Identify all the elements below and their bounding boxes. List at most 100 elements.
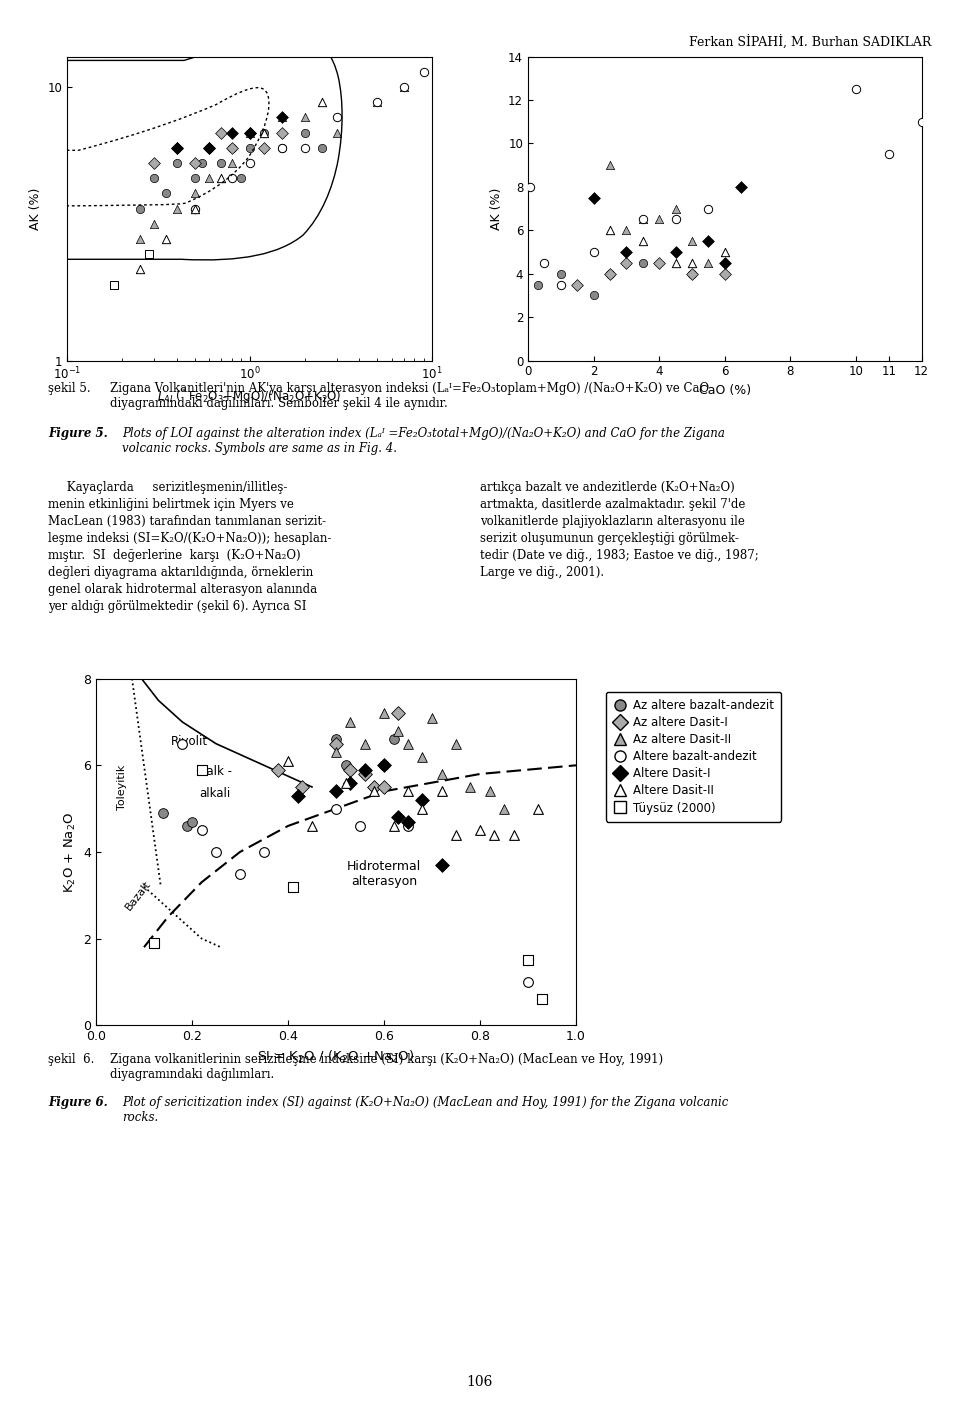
- Point: [194, 819, 209, 841]
- Point: [530, 797, 545, 820]
- Point: [242, 151, 257, 174]
- Point: [208, 840, 224, 863]
- Point: [225, 151, 240, 174]
- Point: [214, 122, 229, 144]
- Text: alkali: alkali: [200, 788, 230, 800]
- Point: [225, 136, 240, 158]
- Point: [400, 810, 416, 833]
- Point: [396, 75, 412, 98]
- Point: [636, 252, 651, 274]
- Point: [328, 728, 344, 751]
- Point: [569, 273, 585, 296]
- Point: [214, 167, 229, 189]
- Point: [187, 197, 203, 219]
- Point: [184, 810, 200, 833]
- Point: [717, 240, 732, 263]
- Point: [668, 252, 684, 274]
- Point: [472, 819, 488, 841]
- Point: [386, 814, 401, 837]
- Point: [175, 732, 190, 755]
- Point: [290, 785, 305, 807]
- Point: [717, 252, 732, 274]
- Point: [487, 823, 502, 846]
- Point: [415, 789, 430, 812]
- Point: [535, 988, 550, 1011]
- Point: [448, 732, 464, 755]
- Point: [158, 182, 174, 205]
- Point: [415, 745, 430, 768]
- Point: [370, 90, 385, 113]
- Point: [315, 90, 330, 113]
- Point: [376, 754, 392, 776]
- Text: Zigana volkanitlerinin serizitleşme indeksine (SI) karşı (K₂O+Na₂O) (MacLean ve : Zigana volkanitlerinin serizitleşme inde…: [110, 1053, 663, 1082]
- Point: [232, 863, 248, 885]
- Point: [586, 187, 601, 209]
- Point: [343, 758, 358, 781]
- Y-axis label: AK (%): AK (%): [490, 188, 503, 229]
- Text: Kayaçlarda     serizitleşmenin/illitleş-
menin etkinliğini belirtmek için Myers : Kayaçlarda serizitleşmenin/illitleş- men…: [48, 481, 331, 612]
- Point: [158, 228, 174, 250]
- Point: [285, 875, 300, 898]
- Point: [194, 758, 209, 781]
- Point: [187, 151, 203, 174]
- Point: [202, 136, 217, 158]
- Point: [202, 167, 217, 189]
- Point: [701, 230, 716, 253]
- X-axis label: CaO (%): CaO (%): [699, 385, 751, 397]
- Point: [618, 252, 634, 274]
- Point: [506, 823, 521, 846]
- Point: [367, 781, 382, 803]
- Point: [328, 732, 344, 755]
- Point: [280, 749, 296, 772]
- Text: Ferkan SİPAHİ, M. Burhan SADIKLAR: Ferkan SİPAHİ, M. Burhan SADIKLAR: [689, 35, 931, 49]
- Point: [328, 781, 344, 803]
- Point: [520, 970, 536, 993]
- Point: [530, 273, 545, 296]
- Point: [376, 776, 392, 799]
- Point: [553, 263, 568, 286]
- Point: [169, 197, 184, 219]
- Point: [391, 703, 406, 724]
- Point: [169, 151, 184, 174]
- Point: [602, 263, 617, 286]
- Point: [297, 106, 312, 129]
- Point: [274, 136, 289, 158]
- Point: [233, 167, 249, 189]
- Point: [376, 754, 392, 776]
- Text: Plot of sericitization index (SI) against (K₂O+Na₂O) (MacLean and Hoy, 1991) for: Plot of sericitization index (SI) agains…: [122, 1096, 729, 1124]
- Point: [537, 252, 552, 274]
- Point: [256, 136, 272, 158]
- Point: [602, 219, 617, 242]
- Point: [242, 122, 257, 144]
- Text: artıkça bazalt ve andezitlerde (K₂O+Na₂O)
artmakta, dasitlerde azalmaktadır. şek: artıkça bazalt ve andezitlerde (K₂O+Na₂O…: [480, 481, 758, 578]
- Point: [304, 814, 320, 837]
- Point: [400, 814, 416, 837]
- Point: [520, 949, 536, 971]
- Point: [271, 758, 286, 781]
- Point: [434, 854, 449, 877]
- Point: [242, 122, 257, 144]
- Point: [586, 240, 601, 263]
- Point: [391, 720, 406, 742]
- Point: [636, 208, 651, 230]
- Point: [448, 823, 464, 846]
- Point: [274, 106, 289, 129]
- Text: Toleyitik: Toleyitik: [117, 765, 128, 810]
- Point: [256, 840, 272, 863]
- Point: [701, 252, 716, 274]
- Point: [225, 122, 240, 144]
- Point: [338, 754, 353, 776]
- Point: [343, 772, 358, 795]
- Point: [256, 122, 272, 144]
- Point: [343, 711, 358, 734]
- Point: [274, 122, 289, 144]
- X-axis label: $L_{AI}$ ($^*$Fe$_2$O$_3$+MgO)/(Na$_2$O+K$_2$O): $L_{AI}$ ($^*$Fe$_2$O$_3$+MgO)/(Na$_2$O+…: [157, 387, 342, 407]
- Point: [434, 762, 449, 785]
- Point: [396, 75, 412, 98]
- Point: [141, 243, 156, 266]
- Point: [618, 219, 634, 242]
- Point: [132, 257, 148, 280]
- Legend: Az altere bazalt-andezit, Az altere Dasit-I, Az altere Dasit-II, Altere bazalt-a: Az altere bazalt-andezit, Az altere Dasi…: [606, 691, 781, 822]
- Point: [225, 136, 240, 158]
- Point: [156, 802, 171, 824]
